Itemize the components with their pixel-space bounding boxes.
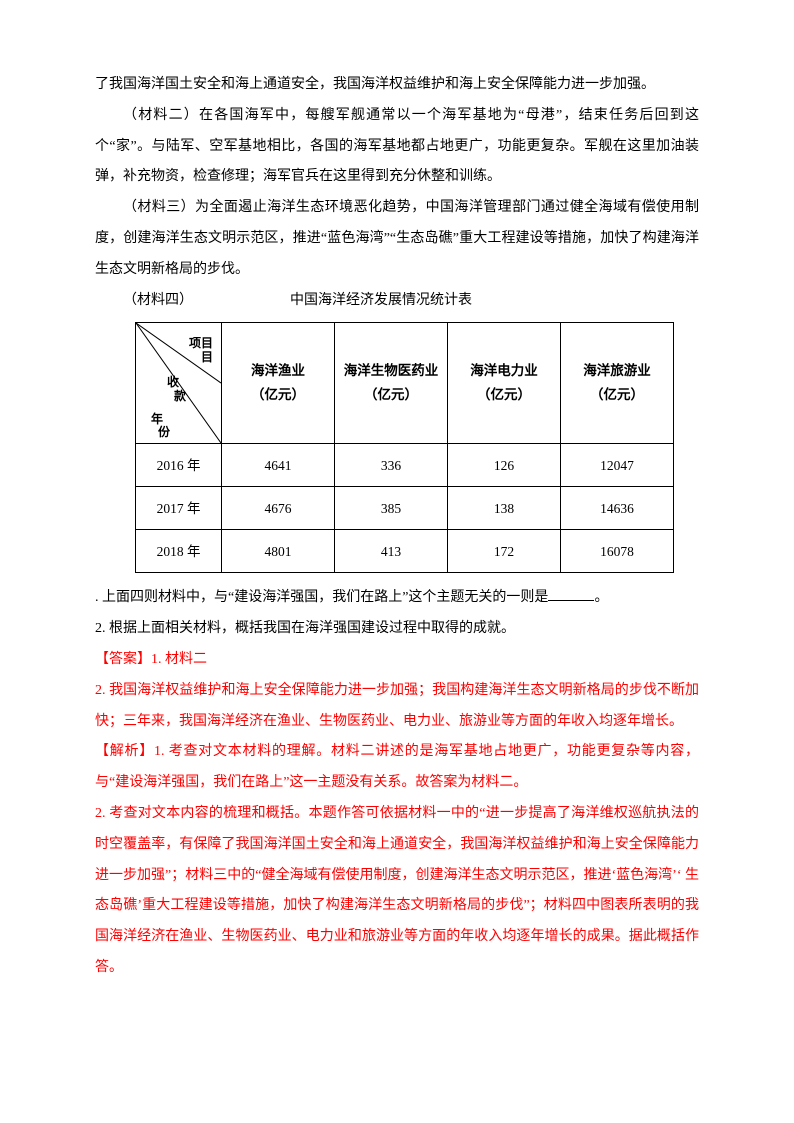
data-cell: 385 (335, 487, 448, 530)
fill-blank (548, 588, 594, 602)
ocean-economy-table: 项目 目 收款 年份 海洋渔业（亿元） 海洋生物医药业（亿元） 海洋电力业（亿元… (135, 322, 674, 573)
data-cell: 138 (448, 487, 561, 530)
diagonal-header: 项目 目 收款 年份 (136, 323, 222, 444)
material-4-label: （材料四） (123, 293, 193, 308)
material-2: （材料二）在各国海军中，每艘军舰通常以一个海军基地为“母港”，结束任务后回到这个… (95, 101, 699, 193)
diag-bottom-label: 年份 (144, 413, 170, 439)
table-header-row: 项目 目 收款 年份 海洋渔业（亿元） 海洋生物医药业（亿元） 海洋电力业（亿元… (136, 323, 674, 444)
table-row: 2018 年 4801 413 172 16078 (136, 530, 674, 573)
table-row: 2017 年 4676 385 138 14636 (136, 487, 674, 530)
data-cell: 4676 (222, 487, 335, 530)
data-cell: 4641 (222, 444, 335, 487)
data-cell: 336 (335, 444, 448, 487)
year-cell: 2016 年 (136, 444, 222, 487)
answer-2: 2. 我国海洋权益维护和海上安全保障能力进一步加强；我国构建海洋生态文明新格局的… (95, 676, 699, 738)
material-3: （材料三）为全面遏止海洋生态环境恶化趋势，中国海洋管理部门通过健全海域有偿使用制… (95, 193, 699, 285)
year-cell: 2017 年 (136, 487, 222, 530)
data-cell: 16078 (561, 530, 674, 573)
table-caption-row: （材料四） 中国海洋经济发展情况统计表 (95, 286, 699, 317)
data-cell: 4801 (222, 530, 335, 573)
year-cell: 2018 年 (136, 530, 222, 573)
answer-1: 【答案】1. 材料二 (95, 645, 699, 676)
question-1: . 上面四则材料中，与“建设海洋强国，我们在路上”这个主题无关的一则是。 (95, 583, 699, 614)
col-header: 海洋生物医药业（亿元） (335, 323, 448, 444)
data-cell: 172 (448, 530, 561, 573)
col-header: 海洋电力业（亿元） (448, 323, 561, 444)
table-row: 2016 年 4641 336 126 12047 (136, 444, 674, 487)
diag-top-label: 项目 目 (189, 337, 213, 363)
paragraph-continuation: 了我国海洋国土安全和海上通道安全，我国海洋权益维护和海上安全保障能力进一步加强。 (95, 70, 699, 101)
explanation-2: 2. 考查对文本内容的梳理和概括。本题作答可依据材料一中的“进一步提高了海洋维权… (95, 799, 699, 984)
table-title: 中国海洋经济发展情况统计表 (290, 293, 472, 308)
explanation-1: 【解析】1. 考查对文本材料的理解。材料二讲述的是海军基地占地更广，功能更复杂等… (95, 737, 699, 799)
data-cell: 126 (448, 444, 561, 487)
data-cell: 14636 (561, 487, 674, 530)
col-header: 海洋渔业（亿元） (222, 323, 335, 444)
question-2: 2. 根据上面相关材料，概括我国在海洋强国建设过程中取得的成就。 (95, 614, 699, 645)
data-cell: 12047 (561, 444, 674, 487)
data-cell: 413 (335, 530, 448, 573)
col-header: 海洋旅游业（亿元） (561, 323, 674, 444)
diag-mid-label: 收款 (160, 376, 186, 402)
